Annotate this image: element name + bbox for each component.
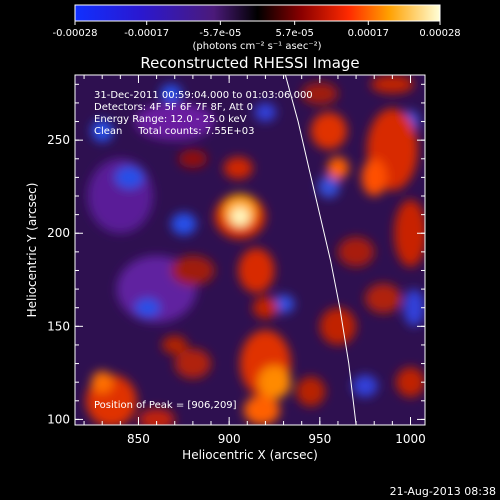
heatmap-blob (160, 84, 182, 103)
heatmap-blob (254, 102, 277, 122)
heatmap-blob (296, 376, 326, 407)
heatmap-blob (252, 296, 279, 319)
x-tick-label: 950 (308, 432, 331, 446)
y-axis-ticks: 100 150 200 250 (47, 83, 425, 426)
info-line-3: Energy Range: 12.0 - 25.0 keV (94, 114, 247, 125)
heatmap-blob (394, 199, 425, 267)
heatmap-blob (403, 289, 425, 327)
y-tick-label: 200 (47, 226, 70, 240)
colorbar-tick-label: 0.00028 (419, 28, 460, 39)
heatmap-blob (223, 156, 253, 180)
heatmap-blob (230, 207, 250, 226)
info-line-1: 31-Dec-2011 00:59:04.000 to 01:03:06.000 (94, 90, 313, 101)
heatmap-blob (327, 156, 349, 180)
timestamp: 21-Aug-2013 08:38 (390, 485, 496, 498)
heatmap-blob (114, 166, 144, 189)
colorbar-tick-label: -0.00028 (53, 28, 98, 39)
heatmap-blob (134, 102, 215, 141)
colorbar-tick-label: -0.00017 (124, 28, 169, 39)
heatmap-blob (258, 365, 291, 399)
heatmap-blob (272, 294, 295, 314)
heatmap-blob (318, 175, 340, 198)
colorbar-tick-label: -5.7e-05 (199, 28, 241, 39)
heatmap-blob (243, 395, 280, 425)
heatmap-blob (395, 367, 425, 398)
heatmap-blob (352, 374, 378, 398)
colorbar-ticks: -0.00028 -0.00017 -5.7e-05 5.7e-05 0.00017 0.… (53, 21, 461, 39)
heatmap-blob (361, 158, 387, 197)
colorbar (74, 4, 441, 22)
info-line-4: Clean Total counts: 7.55E+03 (94, 126, 254, 137)
x-tick-label: 850 (127, 432, 150, 446)
y-tick-label: 150 (47, 319, 70, 333)
heatmap-blob (238, 248, 275, 293)
heatmap-blob (365, 283, 402, 314)
x-tick-label: 1000 (395, 432, 426, 446)
solar-limb-curve (284, 75, 357, 425)
chart-title: Reconstructed RHESSI Image (140, 54, 359, 72)
colorbar-unit-label: (photons cm⁻² s⁻¹ asec⁻²) (192, 41, 321, 52)
heatmap-blob (171, 212, 197, 236)
heatmap-blob (370, 75, 415, 94)
colorbar-tick-label: 5.7e-05 (275, 28, 313, 39)
x-axis-label: Heliocentric X (arcsec) (182, 448, 318, 462)
x-tick-label: 900 (218, 432, 241, 446)
heatmap-blob (134, 298, 161, 318)
heatmap-blob (162, 335, 188, 355)
heatmap-blob (171, 255, 215, 286)
heatmap-blob (91, 371, 114, 394)
heatmap-blob (138, 408, 175, 425)
heatmap-blob (301, 82, 338, 105)
x-axis-ticks: 850 900 950 1000 (83, 75, 426, 446)
peak-label: Position of Peak = [906,209] (94, 400, 237, 411)
heatmap-blob (178, 149, 208, 169)
y-tick-label: 250 (47, 133, 70, 147)
y-tick-label: 100 (47, 412, 70, 426)
heatmap (75, 75, 425, 425)
info-line-2: Detectors: 4F 5F 6F 7F 8F, Att 0 (94, 102, 253, 113)
heatmap-blob (337, 236, 375, 267)
heatmap-blob (91, 119, 114, 143)
colorbar-tick-label: 0.00017 (348, 28, 389, 39)
heatmap-blob (319, 307, 357, 345)
heatmap-blob (174, 348, 212, 379)
heatmap-blob (310, 112, 348, 150)
y-axis-label: Heliocentric Y (arcsec) (25, 183, 39, 318)
plot-frame (74, 74, 426, 426)
